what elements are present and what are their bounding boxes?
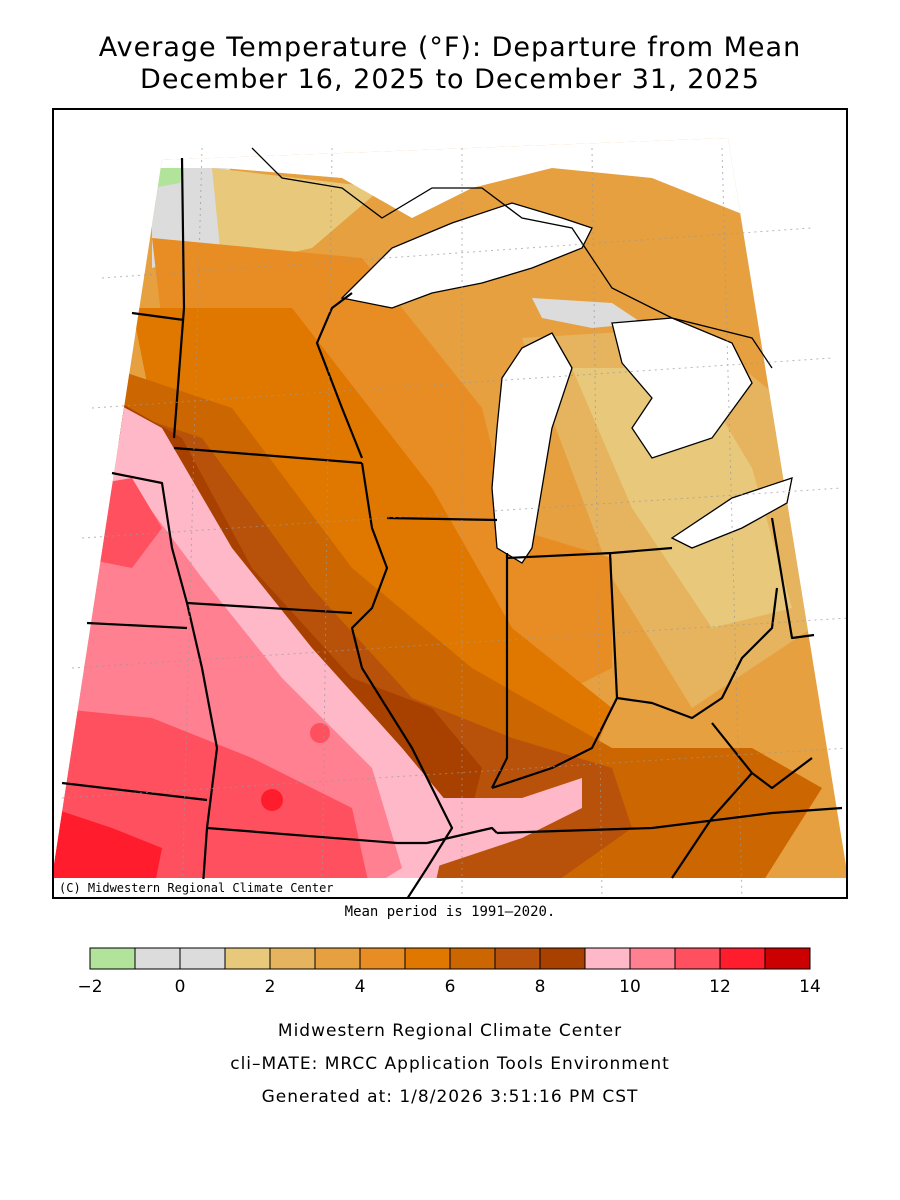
legend-tick-label: 4 bbox=[355, 977, 366, 997]
boundary-ia-mo bbox=[186, 601, 353, 615]
legend-swatch bbox=[134, 947, 181, 970]
legend-tick-label: −2 bbox=[77, 977, 102, 997]
boundary-ks-ok bbox=[61, 781, 208, 802]
mean-period-note: Mean period is 1991–2020. bbox=[344, 904, 556, 920]
zone-12-13 bbox=[52, 808, 162, 878]
boundary-pa bbox=[770, 517, 815, 640]
footer-generated-time: Generated at: 1/8/2026 3:51:16 PM CST bbox=[261, 1087, 639, 1107]
legend-tick-label: 12 bbox=[709, 977, 731, 997]
boundary-mississippi bbox=[350, 462, 454, 899]
boundary-wv bbox=[671, 772, 753, 879]
lake-superior-ice bbox=[532, 298, 642, 328]
map-date-range: December 16, 2025 to December 31, 2025 bbox=[140, 64, 760, 95]
legend-tick-label: 6 bbox=[445, 977, 456, 997]
legend-swatch bbox=[494, 947, 541, 970]
zone-spot-12 bbox=[261, 789, 283, 811]
zone-1-2-east bbox=[572, 368, 792, 628]
color-legend: −2 0 2 4 6 8 10 12 14 bbox=[77, 947, 821, 997]
footer-tool-name: cli–MATE: MRCC Application Tools Environ… bbox=[230, 1054, 670, 1074]
legend-swatch bbox=[449, 947, 496, 970]
legend-tick-label: 0 bbox=[175, 977, 186, 997]
boundary-ky-wv bbox=[711, 722, 813, 790]
legend-swatch bbox=[269, 947, 316, 970]
lake-erie bbox=[672, 478, 792, 548]
map-title: Average Temperature (°F): Departure from… bbox=[98, 32, 802, 63]
zone-9-10-south bbox=[432, 778, 582, 868]
boundary-in-oh bbox=[608, 552, 619, 699]
footer-organization: Midwestern Regional Climate Center bbox=[277, 1021, 623, 1041]
legend-swatch bbox=[719, 947, 766, 970]
coast-lake-superior bbox=[340, 202, 593, 309]
legend-swatch bbox=[89, 947, 136, 970]
boundary-wi-il bbox=[386, 516, 498, 522]
boundary-nd-sd bbox=[131, 311, 185, 322]
boundary-ia-north bbox=[173, 446, 363, 465]
legend-swatch bbox=[764, 947, 811, 970]
legend-tick-label: 2 bbox=[265, 977, 276, 997]
legend-tick-label: 10 bbox=[619, 977, 641, 997]
legend-swatch bbox=[314, 947, 361, 970]
lake-superior bbox=[342, 203, 592, 308]
boundary-mo-ar bbox=[206, 826, 427, 845]
copyright-label: (C) Midwestern Regional Climate Center bbox=[55, 879, 338, 897]
boundary-il-in bbox=[491, 553, 509, 789]
legend-swatch bbox=[179, 947, 226, 970]
zone-1-2 bbox=[212, 168, 382, 268]
legend-swatch bbox=[674, 947, 721, 970]
legend-swatch bbox=[584, 947, 631, 970]
boundary-oh-river bbox=[491, 587, 779, 790]
coast-canada bbox=[251, 147, 773, 369]
boundary-mo-il-south bbox=[426, 826, 498, 845]
boundary-mn-west bbox=[172, 157, 186, 439]
zone-7-8 bbox=[112, 408, 632, 878]
zone-spot-11 bbox=[310, 723, 330, 743]
legend-swatch bbox=[539, 947, 586, 970]
zone-6-7 bbox=[112, 368, 822, 878]
temperature-departure-map bbox=[52, 108, 848, 899]
legend-swatch bbox=[629, 947, 676, 970]
boundary-ky-tn bbox=[496, 806, 843, 835]
boundary-mn-wi bbox=[315, 292, 364, 459]
boundary-sd-ne bbox=[111, 471, 174, 549]
coast-lake-huron bbox=[611, 317, 753, 459]
boundary-mi-in-oh bbox=[506, 546, 673, 560]
boundary-ne-ks bbox=[86, 621, 188, 630]
lake-michigan bbox=[492, 333, 572, 563]
legend-tick-label: 8 bbox=[535, 977, 546, 997]
boundary-ia-ne bbox=[170, 547, 219, 749]
legend-swatch bbox=[224, 947, 271, 970]
coast-lake-michigan bbox=[491, 332, 573, 564]
lake-huron bbox=[612, 318, 752, 458]
legend-swatch bbox=[404, 947, 451, 970]
legend-tick-label: 14 bbox=[799, 977, 821, 997]
legend-swatch bbox=[359, 947, 406, 970]
coast-lake-erie bbox=[670, 477, 793, 549]
